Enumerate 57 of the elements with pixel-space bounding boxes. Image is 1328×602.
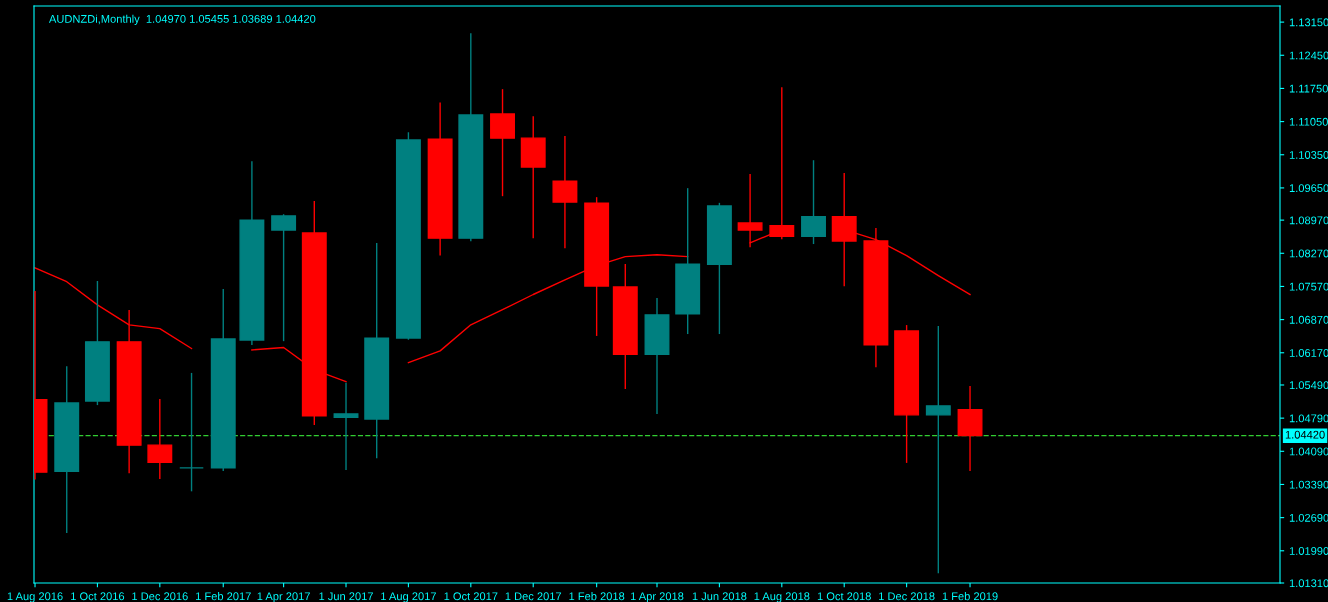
y-tick-label: 1.09650 [1289, 184, 1328, 193]
x-tick-label: 1 Oct 2017 [444, 592, 498, 601]
candlestick [458, 33, 484, 242]
candlestick [271, 214, 297, 342]
candlestick [179, 372, 204, 492]
candlestick [364, 243, 390, 459]
x-tick-label: 1 Feb 2019 [942, 592, 998, 601]
candlestick [612, 263, 638, 389]
x-tick-label: 1 Oct 2016 [71, 592, 125, 601]
x-tick-label: 1 Jun 2017 [319, 592, 373, 601]
x-tick-label: 1 Feb 2018 [569, 592, 625, 601]
candlestick [210, 289, 236, 471]
y-tick-label: 1.03390 [1289, 480, 1328, 489]
x-tick-label: 1 Feb 2017 [195, 592, 251, 601]
x-tick-label: 1 Dec 2018 [879, 592, 935, 601]
y-tick-label: 1.02690 [1289, 513, 1328, 522]
x-tick-label: 1 Aug 2018 [754, 592, 810, 602]
candlestick [520, 116, 546, 239]
x-tick-label: 1 Apr 2017 [257, 592, 310, 602]
y-tick-label: 1.07570 [1289, 282, 1328, 291]
candlestick [894, 325, 920, 463]
candlestick [395, 132, 421, 340]
y-tick-label: 1.08270 [1289, 249, 1328, 258]
x-tick-label: 1 Aug 2016 [7, 592, 63, 602]
y-tick-label: 1.04790 [1289, 414, 1328, 423]
x-tick-label: 1 Dec 2017 [505, 592, 562, 601]
text: AUDNZDi,Monthly 1.04970 1.05455 1.03689 1.04420 [48, 14, 316, 26]
candlestick [552, 136, 578, 249]
x-tick-label: 1 Oct 2018 [817, 592, 871, 601]
candlestick [675, 188, 701, 335]
candlestick [427, 102, 453, 256]
ref-line-label: 1.04420 [1285, 430, 1325, 439]
candlestick [490, 89, 515, 197]
candlestick [84, 281, 110, 406]
y-tick-label: 1.05490 [1289, 381, 1328, 390]
y-tick-label: 1.13150 [1289, 18, 1328, 27]
y-tick-label: 1.12450 [1289, 51, 1328, 60]
candlestick [801, 160, 826, 245]
y-tick-label: 1.08970 [1289, 216, 1328, 225]
candlestick [239, 161, 265, 345]
x-tick-label: 1 Jun 2018 [692, 592, 747, 601]
y-tick-label: 1.01990 [1289, 547, 1328, 555]
y-tick-label: 1.11750 [1289, 84, 1328, 93]
y-tick-label: 1.06870 [1289, 315, 1328, 324]
y-tick-label: 1.01310 [1289, 579, 1328, 588]
candlestick [333, 382, 359, 471]
x-tick-label: 1 Aug 2017 [381, 592, 436, 602]
candlestick [706, 202, 732, 335]
x-tick-label: 1 Apr 2018 [630, 592, 684, 602]
y-tick-label: 1.06170 [1289, 349, 1328, 357]
y-tick-label: 1.11050 [1289, 117, 1328, 126]
candlestick [54, 366, 80, 534]
candlestick [925, 326, 951, 574]
candlestick [147, 398, 173, 480]
x-tick-label: 1 Dec 2016 [132, 592, 188, 601]
y-tick-label: 1.10350 [1289, 151, 1328, 159]
y-tick-label: 1.04090 [1289, 447, 1328, 456]
